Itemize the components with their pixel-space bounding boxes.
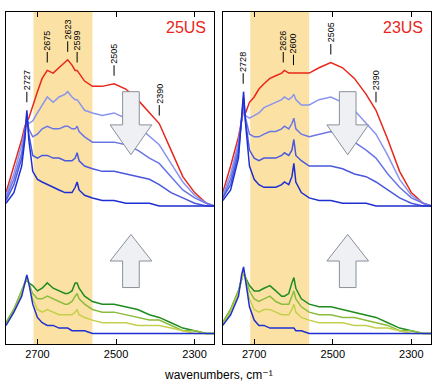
svg-text:2626: 2626 <box>278 31 288 51</box>
svg-text:2300: 2300 <box>399 348 423 360</box>
svg-text:2623: 2623 <box>63 19 73 39</box>
svg-text:2300: 2300 <box>182 348 206 360</box>
svg-text:2599: 2599 <box>72 31 82 51</box>
svg-text:2728: 2728 <box>238 52 248 72</box>
svg-text:2500: 2500 <box>104 348 128 360</box>
svg-text:2675: 2675 <box>42 31 52 51</box>
svg-text:2600: 2600 <box>288 34 298 54</box>
svg-text:2700: 2700 <box>25 348 49 360</box>
svg-text:2505: 2505 <box>109 44 119 64</box>
svg-text:2700: 2700 <box>242 348 266 360</box>
svg-text:25US: 25US <box>166 19 206 36</box>
svg-text:2390: 2390 <box>371 70 381 90</box>
svg-text:2505: 2505 <box>326 22 336 42</box>
svg-text:wavenumbers, cm⁻¹: wavenumbers, cm⁻¹ <box>164 368 273 382</box>
svg-text:23US: 23US <box>383 19 423 36</box>
svg-text:2727: 2727 <box>22 70 32 90</box>
svg-text:2500: 2500 <box>321 348 345 360</box>
svg-text:2390: 2390 <box>155 84 165 104</box>
